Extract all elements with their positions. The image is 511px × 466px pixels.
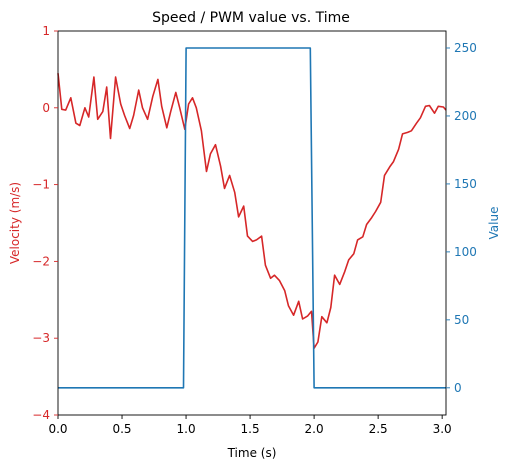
left-tick-label: −3 <box>32 331 50 345</box>
right-tick-label: 200 <box>454 109 477 123</box>
left-tick-label: −2 <box>32 254 50 268</box>
right-tick-label: 150 <box>454 177 477 191</box>
x-tick-label: 0.0 <box>48 422 67 436</box>
pwm-value-line <box>58 47 446 389</box>
left-tick-label: 0 <box>42 101 50 115</box>
x-axis-label: Time (s) <box>227 446 277 460</box>
left-axis-label: Velocity (m/s) <box>8 182 22 264</box>
left-tick-label: −1 <box>32 178 50 192</box>
right-tick-label: 100 <box>454 245 477 259</box>
x-tick-label: 1.5 <box>241 422 260 436</box>
x-tick-label: 0.5 <box>112 422 131 436</box>
series-layer <box>57 47 447 389</box>
x-tick-label: 2.0 <box>305 422 324 436</box>
right-tick-label: 250 <box>454 41 477 55</box>
right-tick-label: 0 <box>454 381 462 395</box>
plot-frame <box>57 30 447 416</box>
x-tick-label: 2.5 <box>369 422 388 436</box>
velocity-line <box>57 73 447 350</box>
left-axis-ticks: −4 −3 −2 −1 0 1 <box>32 24 58 422</box>
x-axis-ticks: 0.0 0.5 1.0 1.5 2.0 2.5 3.0 <box>48 415 452 436</box>
left-tick-label: −4 <box>32 408 50 422</box>
right-tick-label: 50 <box>454 313 469 327</box>
chart-title: Speed / PWM value vs. Time <box>152 10 350 26</box>
right-axis-ticks: 0 50 100 150 200 250 <box>446 41 477 395</box>
x-tick-label: 3.0 <box>433 422 452 436</box>
left-tick-label: 1 <box>42 24 50 38</box>
right-axis-label: Value <box>487 207 501 240</box>
x-tick-label: 1.0 <box>177 422 196 436</box>
